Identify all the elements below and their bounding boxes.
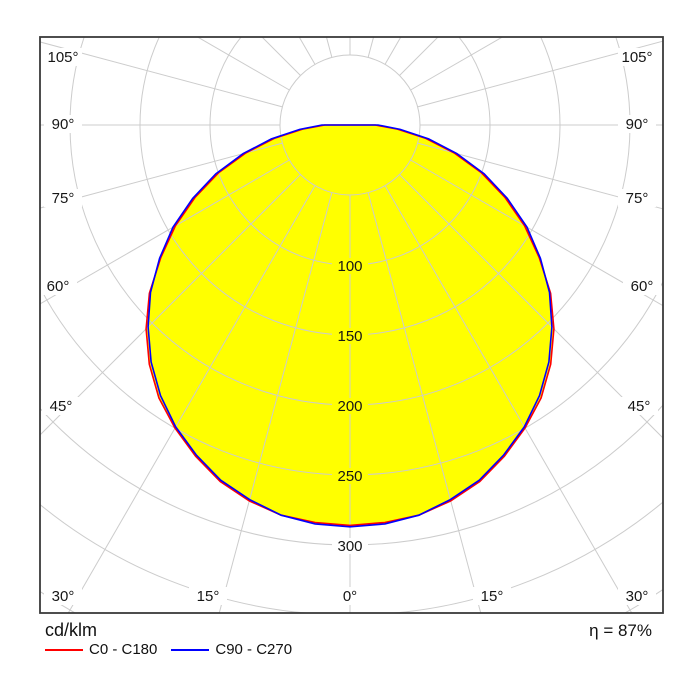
angle-label-backplate xyxy=(44,115,82,133)
radial-label-backplate xyxy=(332,328,368,344)
angle-label: 15° xyxy=(197,588,220,605)
curve-c0-c180 xyxy=(145,124,555,527)
angle-label: 105° xyxy=(47,49,78,66)
angle-label-backplate xyxy=(44,189,82,207)
grid-ray xyxy=(367,37,375,58)
radial-label-backplate xyxy=(332,398,368,414)
grid-ray xyxy=(399,174,663,439)
grid-ray xyxy=(417,40,663,108)
radial-label: 200 xyxy=(337,398,362,415)
grid-ray xyxy=(417,142,663,210)
angle-label-backplate xyxy=(618,115,656,133)
c0-c180-line-icon xyxy=(45,648,83,651)
radial-label-backplate xyxy=(332,258,368,274)
radial-axis-labels: 100 150 200 250 300 xyxy=(332,258,368,555)
legend-item-c0-c180: C0 - C180 xyxy=(45,641,157,658)
radial-label: 300 xyxy=(337,538,362,555)
grid-ray xyxy=(40,174,301,436)
angle-label: 60° xyxy=(631,278,654,295)
angle-label-backplate xyxy=(618,48,656,66)
intensity-curves xyxy=(145,124,555,528)
grid-ray xyxy=(410,37,504,91)
grid-ray xyxy=(325,37,333,58)
radial-label: 250 xyxy=(337,468,362,485)
legend: cd/klm C0 - C180 C90 - C270 xyxy=(45,620,292,658)
angle-label: 90° xyxy=(52,116,75,133)
angle-label-backplate xyxy=(618,189,656,207)
angle-label-backplate xyxy=(39,277,77,295)
grid-ray xyxy=(367,192,482,613)
angle-label: 105° xyxy=(621,49,652,66)
angle-label-backplate xyxy=(44,48,82,66)
legend-row: C0 - C180 C90 - C270 xyxy=(45,641,292,658)
c90-c270-line-icon xyxy=(171,648,210,651)
angle-label: 45° xyxy=(50,398,73,415)
angle-labels: 0° 15° 15° 30° 30° 45° 45° 60° 60° 75° 75° 90° 90° 10… xyxy=(39,48,661,605)
plot-frame xyxy=(39,36,664,614)
grid-ray xyxy=(67,185,316,613)
radial-label: 150 xyxy=(337,328,362,345)
angle-label: 30° xyxy=(626,588,649,605)
grid-ray xyxy=(40,41,283,108)
angle-label: 75° xyxy=(626,190,649,207)
angle-label: 15° xyxy=(481,588,504,605)
grid-ray xyxy=(40,159,290,305)
grid-ray xyxy=(196,37,290,91)
angle-label: 90° xyxy=(626,116,649,133)
angle-label-backplate xyxy=(331,587,369,605)
angle-label-backplate xyxy=(42,397,80,415)
grid-ray xyxy=(218,192,333,613)
legend-unit-label: cd/klm xyxy=(45,620,98,640)
radial-label: 100 xyxy=(337,258,362,275)
radial-label-backplate xyxy=(332,468,368,484)
angle-label: 60° xyxy=(47,278,70,295)
angle-label-backplate xyxy=(44,587,82,605)
angle-label-backplate xyxy=(620,397,658,415)
grid-ray xyxy=(40,142,283,209)
efficiency-label: η = 87% xyxy=(589,621,652,640)
angle-label-backplate xyxy=(189,587,227,605)
angle-label-backplate xyxy=(618,587,656,605)
angle-label: 30° xyxy=(52,588,75,605)
angle-label: 45° xyxy=(628,398,651,415)
angle-label-backplate xyxy=(623,277,661,295)
grid-ray xyxy=(384,185,633,613)
legend-item-c90-c270: C90 - C270 xyxy=(171,641,292,658)
legend-label-c0-c180: C0 - C180 xyxy=(89,641,158,658)
radial-label-backplate xyxy=(332,538,368,554)
grid-ray xyxy=(410,159,663,307)
angle-label: 0° xyxy=(343,588,357,605)
angle-label: 75° xyxy=(52,190,75,207)
angle-label-backplate xyxy=(473,587,511,605)
curve-c90-c270 xyxy=(147,124,553,528)
legend-label-c90-c270: C90 - C270 xyxy=(215,641,293,658)
